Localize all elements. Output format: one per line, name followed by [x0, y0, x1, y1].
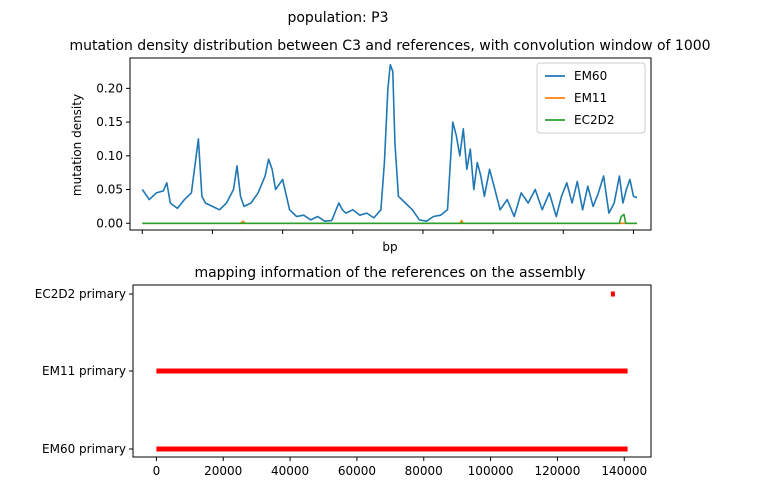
- bottom-x-tick-label: 80000: [405, 464, 443, 478]
- bottom-x-tick-label: 20000: [204, 464, 242, 478]
- top-y-tick-label: 0.00: [96, 216, 123, 230]
- mapping-segment-ec2d2: [610, 291, 615, 297]
- top-chart-title: mutation density distribution between C3…: [69, 38, 710, 54]
- figure-suptitle: population: P3: [287, 10, 388, 26]
- mapping-segment-em11: [156, 368, 628, 374]
- bottom-x-tick-label: 100000: [468, 464, 514, 478]
- bottom-chart-title: mapping information of the references on…: [194, 265, 585, 281]
- bottom-x-tick-label: 0: [153, 464, 161, 478]
- bottom-y-tick-label: EC2D2 primary: [35, 287, 126, 301]
- legend-label-em11: EM11: [574, 91, 607, 105]
- bottom-y-tick-label: EM11 primary: [42, 364, 126, 378]
- bottom-x-tick-label: 120000: [535, 464, 581, 478]
- legend-box: [536, 62, 646, 134]
- legend-label-em60: EM60: [574, 69, 607, 83]
- series-line-ec2d2: [142, 213, 637, 225]
- series-line-em60: [141, 63, 638, 222]
- top-y-tick-label: 0.05: [96, 183, 123, 197]
- top-legend: EM60 EM11 EC2D2: [536, 62, 646, 134]
- top-y-tick-label: 0.20: [96, 81, 123, 95]
- top-y-tick-label: 0.10: [96, 149, 123, 163]
- mapping-segment-em60: [156, 446, 628, 452]
- top-chart: mutation density distribution between C3…: [69, 38, 710, 254]
- bottom-plot-area: 0 20000 40000 60000 80000 100000 120000 140000 E…: [35, 284, 652, 478]
- legend-label-ec2d2: EC2D2: [574, 113, 614, 127]
- bottom-y-tick-label: EM60 primary: [42, 442, 126, 456]
- bottom-chart: mapping information of the references on…: [35, 265, 652, 478]
- top-y-tick-label: 0.15: [96, 115, 123, 129]
- bottom-x-tick-label: 140000: [601, 464, 647, 478]
- top-axes-frame: [129, 57, 652, 231]
- bottom-x-tick-label: 40000: [271, 464, 309, 478]
- bottom-x-tick-label: 60000: [338, 464, 376, 478]
- top-plot-area: 0.00 0.05 0.10 0.15 0.20: [96, 57, 652, 234]
- top-chart-xlabel: bp: [382, 240, 397, 254]
- top-chart-ylabel: mutation density: [70, 94, 84, 196]
